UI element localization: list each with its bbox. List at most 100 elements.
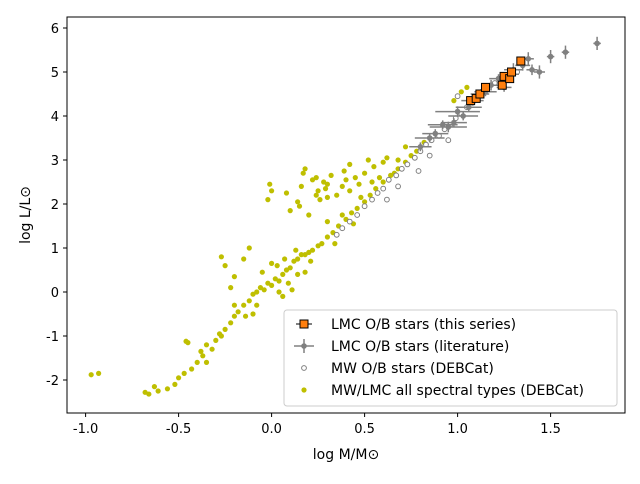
all-types-point — [88, 372, 94, 378]
literature-point — [414, 133, 445, 143]
all-types-point — [228, 285, 234, 291]
this-series-marker — [516, 56, 526, 66]
all-types-point — [315, 188, 321, 194]
all-types-point — [376, 175, 383, 181]
all-types-point — [319, 241, 325, 247]
all-types-point — [322, 186, 329, 192]
mw-ob-point — [374, 190, 381, 196]
mw-ob-point — [385, 176, 392, 183]
all-types-point — [231, 313, 237, 319]
literature-marker — [465, 104, 472, 110]
literature-marker — [432, 130, 439, 137]
x-tick-label: -1.0 — [73, 422, 98, 437]
all-types-point — [308, 258, 314, 264]
all-types-point — [242, 313, 249, 319]
legend-item-all-types: MW/LMC all spectral types (DEBCat) — [301, 383, 584, 399]
all-types-point — [380, 159, 386, 165]
plot-frame — [66, 16, 626, 414]
all-types-point — [235, 309, 241, 315]
all-types-point — [194, 359, 200, 365]
all-types-point — [300, 170, 306, 176]
this-series-point — [507, 67, 517, 77]
mw-ob-point — [339, 225, 346, 232]
literature-marker — [417, 144, 424, 150]
all-types-point — [287, 265, 293, 271]
all-types-point — [285, 280, 291, 286]
literature-marker — [454, 108, 461, 115]
legend-open-circle-marker — [301, 365, 307, 371]
all-types-point — [267, 181, 273, 187]
literature-marker — [525, 56, 532, 62]
this-series-point — [481, 82, 490, 92]
literature-marker — [547, 53, 554, 60]
all-types-point — [189, 366, 195, 372]
literature-point — [533, 65, 546, 79]
all-types-point — [362, 170, 368, 176]
y-tick-label: 3 — [51, 154, 59, 169]
all-types-point — [155, 388, 161, 394]
all-types-point — [295, 271, 301, 277]
mw-ob-point — [411, 154, 418, 161]
all-types-point — [276, 278, 282, 284]
mw-ob-point — [369, 196, 375, 203]
all-types-point — [339, 212, 345, 218]
literature-point — [526, 64, 538, 76]
legend-dot-marker — [301, 387, 307, 393]
literature-marker — [426, 135, 433, 141]
all-types-point — [373, 186, 379, 192]
y-tick-label: 6 — [51, 22, 59, 37]
all-types-point — [324, 194, 330, 200]
literature-marker — [439, 122, 446, 128]
legend-label: LMC O/B stars (this series) — [331, 317, 516, 333]
literature-point — [422, 129, 449, 138]
y-axis-label: log L/L⊙ — [18, 186, 34, 244]
all-types-point — [341, 168, 347, 174]
y-tick-label: -2 — [46, 374, 59, 389]
legend: LMC O/B stars (this series) LMC O/B stars… — [283, 309, 618, 407]
all-types-point — [254, 289, 260, 295]
literature-point — [435, 106, 480, 117]
all-types-point — [200, 353, 206, 359]
literature-marker — [460, 113, 466, 119]
all-types-point — [324, 234, 330, 240]
this-series-marker — [497, 80, 507, 90]
all-types-point — [343, 177, 349, 183]
all-types-point — [324, 181, 330, 187]
mw-ob-point — [454, 93, 461, 100]
mw-ob-point — [333, 231, 340, 238]
all-types-point — [365, 157, 371, 163]
all-types-point — [328, 172, 334, 178]
all-types-point — [198, 348, 204, 354]
y-tick-label: 0 — [51, 286, 59, 301]
x-axis-ticks: -1.0 -0.5 0.0 0.5 1.0 1.5 — [73, 413, 561, 437]
mw-ob-point — [380, 185, 387, 192]
legend-item-literature: LMC O/B stars (literature) — [294, 339, 509, 355]
all-types-point — [228, 320, 234, 326]
y-tick-label: 2 — [51, 198, 59, 213]
all-types-point — [289, 287, 295, 293]
y-tick-label: 4 — [51, 110, 59, 125]
mw-ob-point — [393, 172, 400, 179]
all-types-point — [274, 263, 280, 269]
this-series-point — [475, 89, 485, 99]
all-types-point — [259, 269, 265, 275]
all-types-point — [269, 282, 275, 288]
all-types-point — [395, 157, 401, 163]
this-series-marker — [507, 67, 517, 77]
this-series-point — [497, 80, 507, 90]
all-types-point — [96, 370, 102, 376]
mw-ob-point — [361, 203, 368, 210]
literature-marker — [536, 69, 543, 75]
all-types-point — [213, 337, 219, 343]
legend-label: MW/LMC all spectral types (DEBCat) — [331, 383, 584, 399]
all-types-point — [313, 175, 319, 181]
mw-ob-point — [398, 165, 405, 172]
all-types-point — [332, 241, 338, 247]
literature-marker — [529, 67, 535, 73]
all-types-point — [313, 192, 319, 198]
all-types-point — [265, 197, 271, 203]
literature-point — [561, 45, 570, 59]
all-types-point — [458, 89, 464, 95]
all-types-point — [302, 166, 308, 172]
